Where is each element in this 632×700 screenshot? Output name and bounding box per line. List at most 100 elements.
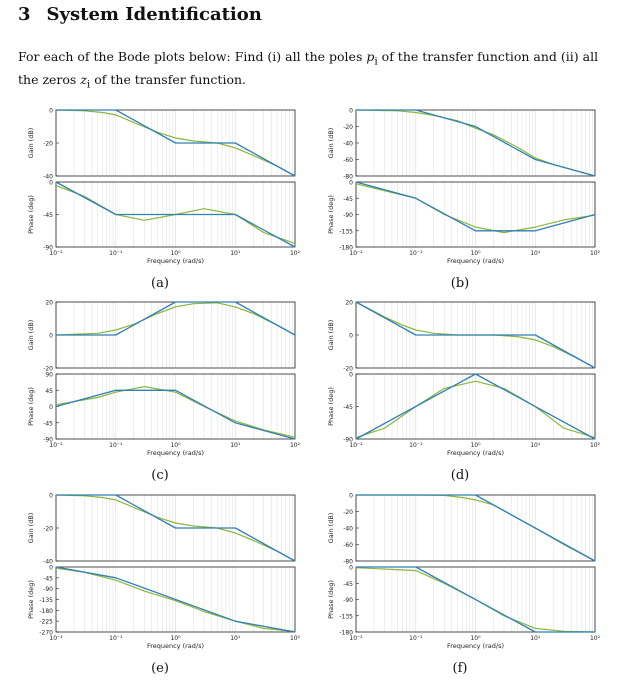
section-number: 3 bbox=[18, 4, 31, 25]
gain-ytick-label: 20 bbox=[345, 300, 353, 307]
gain-ytick-label: -20 bbox=[43, 141, 53, 148]
caption-b: (b) bbox=[450, 276, 470, 291]
xtick-label: 10² bbox=[290, 635, 301, 642]
gain-ytick-label: 0 bbox=[49, 108, 53, 115]
xtick-label: 10⁰ bbox=[470, 442, 481, 449]
phase-actual-curve bbox=[355, 380, 596, 439]
phase-ytick-label: 0 bbox=[49, 565, 53, 572]
gain-ytick-label: -80 bbox=[343, 174, 353, 181]
gain-ytick-label: 0 bbox=[349, 333, 353, 340]
xtick-label: 10⁻¹ bbox=[409, 250, 423, 257]
gain-asymptote-line bbox=[56, 109, 296, 177]
phase-ytick-label: -90 bbox=[343, 437, 353, 444]
gain-ytick-label: -20 bbox=[343, 366, 353, 373]
intro-text-3: of the transfer function. bbox=[90, 71, 246, 87]
xlabel: Frequency (rad/s) bbox=[147, 449, 204, 457]
phase-ytick-label: -45 bbox=[343, 581, 353, 588]
bode-plot-e: 0 -20 -40 Gain (dB) 0 -45 -90 -135 -180 -225 -270 P… bbox=[27, 493, 301, 651]
gain-asymptote-line bbox=[356, 109, 596, 177]
gain-ytick-label: -20 bbox=[43, 526, 53, 533]
bode-plot-b: 0 -20 -40 -60 -80 Gain (dB) 0 -45 -90 -135 -180 Pha… bbox=[327, 108, 601, 266]
phase-ytick-label: -45 bbox=[43, 212, 53, 219]
xtick-label: 10⁻² bbox=[49, 635, 63, 642]
gain-actual-curve bbox=[55, 302, 296, 336]
xtick-label: 10¹ bbox=[230, 250, 241, 257]
phase-asymptote-line bbox=[355, 181, 596, 232]
phase-ytick-label: 0 bbox=[349, 180, 353, 187]
xtick-label: 10² bbox=[290, 442, 301, 449]
xtick-label: 10⁻¹ bbox=[109, 442, 123, 449]
xlabel: Frequency (rad/s) bbox=[447, 449, 504, 457]
gain-ytick-label: -20 bbox=[343, 509, 353, 516]
xtick-label: 10¹ bbox=[530, 635, 541, 642]
zero-symbol: z bbox=[80, 71, 87, 87]
xtick-label: 10⁰ bbox=[470, 635, 481, 642]
pole-subscript: i bbox=[374, 55, 378, 68]
phase-ylabel: Phase (deg) bbox=[27, 387, 35, 426]
phase-actual-curve bbox=[55, 385, 296, 438]
caption-f: (f) bbox=[452, 661, 468, 676]
xtick-label: 10⁰ bbox=[170, 442, 181, 449]
gain-actual-curve bbox=[55, 494, 296, 562]
phase-ytick-label: -90 bbox=[343, 212, 353, 219]
intro-text-1: For each of the Bode plots below: Find (… bbox=[18, 49, 367, 64]
gain-ytick-label: 0 bbox=[49, 333, 53, 340]
phase-actual-curve bbox=[55, 567, 296, 633]
gain-ylabel: Gain (dB) bbox=[27, 513, 35, 544]
phase-ytick-label: -90 bbox=[343, 597, 353, 604]
xlabel: Frequency (rad/s) bbox=[447, 257, 504, 265]
xtick-label: 10⁻¹ bbox=[409, 635, 423, 642]
xtick-label: 10² bbox=[290, 250, 301, 257]
gain-ytick-label: 0 bbox=[349, 493, 353, 500]
phase-ytick-label: -45 bbox=[43, 420, 53, 427]
xtick-label: 10² bbox=[590, 635, 601, 642]
zero-subscript: i bbox=[86, 78, 91, 90]
section-title-text: System Identification bbox=[46, 4, 262, 25]
section-title: 3 System Identification bbox=[18, 4, 262, 25]
xtick-label: 10² bbox=[590, 442, 601, 449]
phase-ytick-label: -45 bbox=[43, 575, 53, 582]
phase-ytick-label: -90 bbox=[43, 586, 53, 593]
xtick-label: 10⁻¹ bbox=[409, 442, 423, 449]
phase-ylabel: Phase (deg) bbox=[327, 195, 335, 234]
pole-symbol: p bbox=[366, 49, 375, 64]
gain-ytick-label: -20 bbox=[43, 366, 53, 373]
intro-text-2: of the transfer function and (ii) all th… bbox=[18, 49, 599, 87]
phase-ytick-label: -180 bbox=[339, 630, 353, 637]
xtick-label: 10⁻² bbox=[49, 442, 63, 449]
bode-plot-c: 20 0 -20 Gain (dB) 90 45 0 -45 -90 Phase (deg) 10⁻… bbox=[27, 300, 301, 458]
phase-ylabel: Phase (deg) bbox=[327, 387, 335, 426]
xtick-label: 10⁻² bbox=[49, 250, 63, 257]
gain-ytick-label: -80 bbox=[343, 559, 353, 566]
phase-ytick-label: -90 bbox=[43, 437, 53, 444]
gain-asymptote-line bbox=[356, 494, 596, 562]
xtick-label: 10⁻² bbox=[349, 442, 363, 449]
xtick-label: 10⁻¹ bbox=[109, 635, 123, 642]
phase-ytick-label: 90 bbox=[45, 372, 53, 379]
bode-plot-f: 0 -20 -40 -60 -80 Gain (dB) 0 -45 -90 -135 -180 Pha… bbox=[327, 493, 601, 651]
gain-ylabel: Gain (dB) bbox=[327, 128, 335, 159]
phase-ytick-label: 0 bbox=[349, 372, 353, 379]
gain-asymptote-line bbox=[355, 301, 596, 369]
gain-actual-curve bbox=[55, 109, 296, 177]
phase-ylabel: Phase (deg) bbox=[27, 580, 35, 619]
gain-ylabel: Gain (dB) bbox=[327, 513, 335, 544]
caption-e: (e) bbox=[151, 661, 169, 676]
gain-ylabel: Gain (dB) bbox=[27, 320, 35, 351]
phase-ytick-label: -180 bbox=[39, 608, 53, 615]
gain-asymptote-line bbox=[56, 494, 296, 562]
xlabel: Frequency (rad/s) bbox=[147, 257, 204, 265]
gain-ytick-label: -40 bbox=[343, 141, 353, 148]
gain-ylabel: Gain (dB) bbox=[27, 128, 35, 159]
phase-ytick-label: -225 bbox=[39, 619, 53, 626]
xtick-label: 10¹ bbox=[530, 442, 541, 449]
gain-ytick-label: 0 bbox=[349, 108, 353, 115]
gain-ylabel: Gain (dB) bbox=[327, 320, 335, 351]
xtick-label: 10⁰ bbox=[170, 250, 181, 257]
phase-asymptote-line bbox=[55, 566, 296, 633]
caption-d: (d) bbox=[450, 468, 470, 483]
gain-asymptote-line bbox=[56, 301, 296, 336]
xtick-label: 10² bbox=[590, 250, 601, 257]
gain-ytick-label: -60 bbox=[343, 157, 353, 164]
